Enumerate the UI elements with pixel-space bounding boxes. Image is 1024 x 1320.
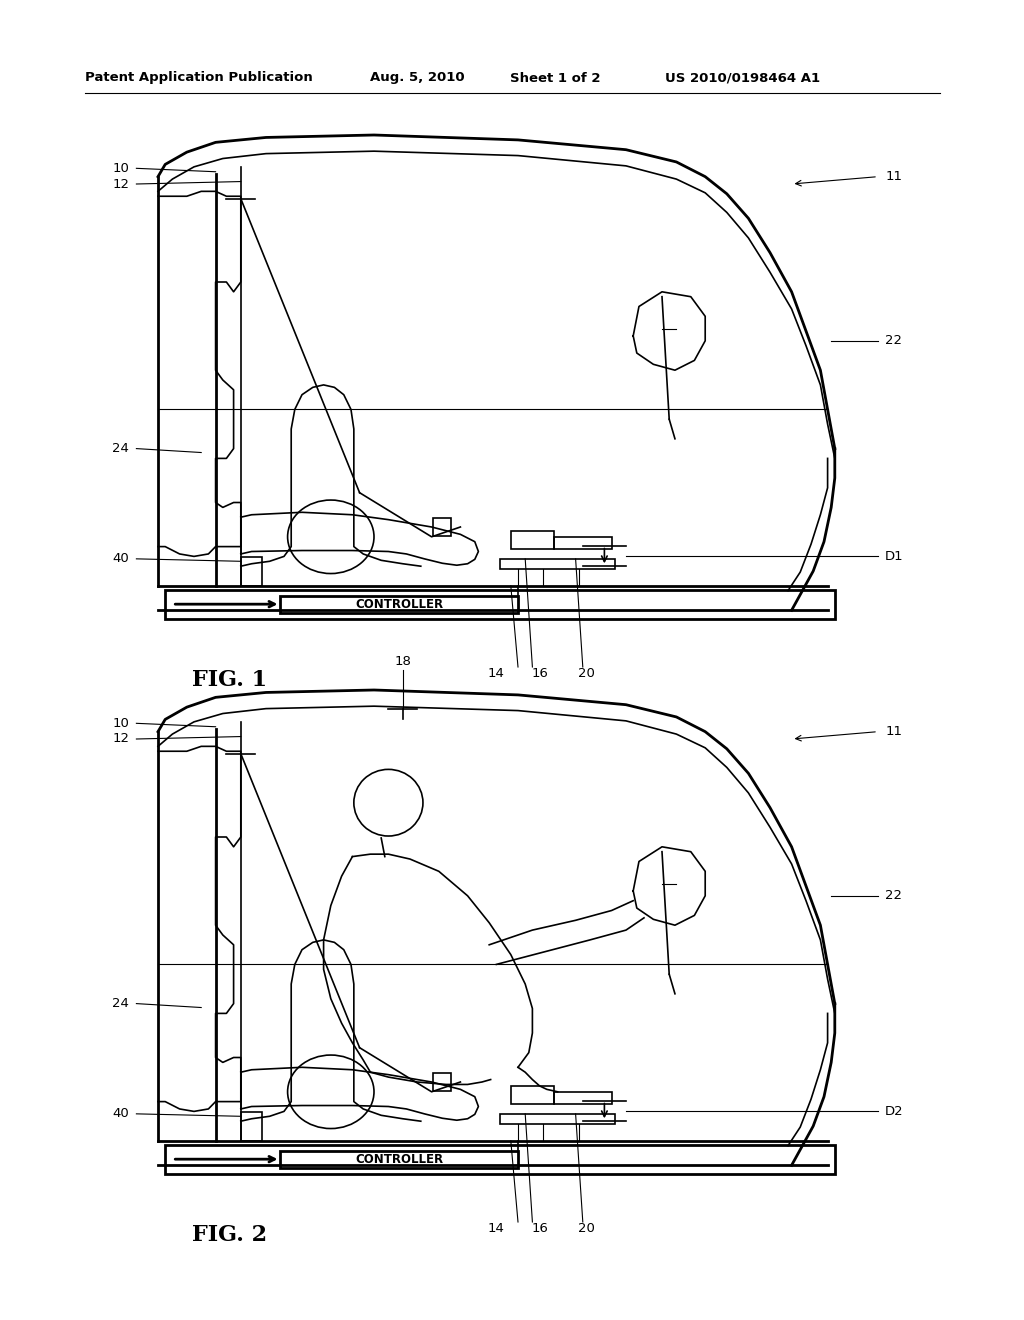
Bar [433, 1073, 452, 1090]
Text: 16: 16 [531, 667, 548, 680]
Text: 12: 12 [113, 733, 129, 746]
Text: CONTROLLER: CONTROLLER [355, 1152, 443, 1166]
Bar [554, 1092, 611, 1104]
Text: CONTROLLER: CONTROLLER [355, 598, 443, 611]
Bar [433, 519, 452, 536]
Bar [165, 1144, 835, 1173]
Text: 11: 11 [885, 725, 902, 738]
Text: 22: 22 [885, 890, 902, 903]
Text: 14: 14 [488, 1222, 505, 1236]
Bar [241, 557, 262, 586]
Text: 10: 10 [113, 717, 129, 730]
Text: Patent Application Publication: Patent Application Publication [85, 71, 312, 84]
Bar [511, 1086, 554, 1104]
Text: D1: D1 [885, 550, 904, 562]
Text: 10: 10 [113, 162, 129, 174]
Text: 22: 22 [885, 334, 902, 347]
Text: US 2010/0198464 A1: US 2010/0198464 A1 [665, 71, 820, 84]
Text: 24: 24 [113, 442, 129, 455]
Text: 24: 24 [113, 997, 129, 1010]
Bar [281, 1151, 518, 1168]
Bar [554, 537, 611, 549]
Text: 18: 18 [394, 655, 412, 668]
Text: D2: D2 [885, 1105, 904, 1118]
Text: 40: 40 [113, 552, 129, 565]
Bar [281, 595, 518, 612]
Bar [165, 590, 835, 619]
Text: FIG. 1: FIG. 1 [193, 669, 267, 690]
Text: 12: 12 [113, 177, 129, 190]
Text: FIG. 2: FIG. 2 [193, 1224, 267, 1246]
Bar [241, 1113, 262, 1140]
Bar [511, 532, 554, 549]
Text: 20: 20 [578, 667, 595, 680]
Text: 14: 14 [488, 667, 505, 680]
Text: 11: 11 [885, 170, 902, 183]
Bar [500, 558, 615, 569]
Text: 16: 16 [531, 1222, 548, 1236]
Text: Aug. 5, 2010: Aug. 5, 2010 [370, 71, 465, 84]
Text: Sheet 1 of 2: Sheet 1 of 2 [510, 71, 600, 84]
Text: 20: 20 [578, 1222, 595, 1236]
Bar [500, 1114, 615, 1123]
Text: 40: 40 [113, 1107, 129, 1121]
